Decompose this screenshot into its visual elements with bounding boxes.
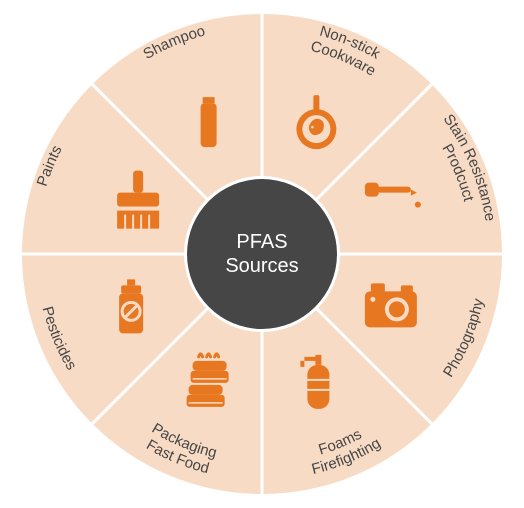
spraycan-icon [119,279,143,333]
center-disc [187,179,337,329]
shampoo-icon [201,97,217,147]
center-title-line1: PFAS [236,231,287,253]
center-title-line2: Sources [225,255,298,277]
pfas-sources-diagram: PFASSources Shampoo Non-stickCookware St… [0,0,524,508]
